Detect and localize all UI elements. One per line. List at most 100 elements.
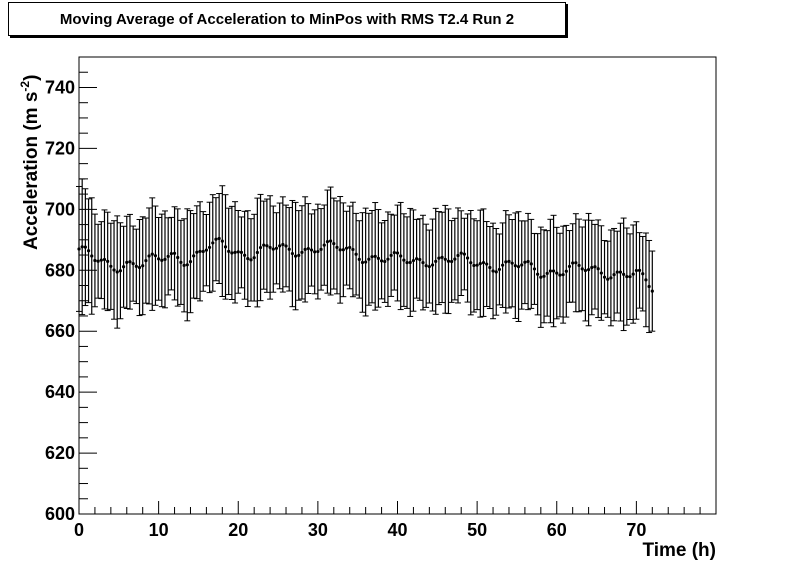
data-point [587, 268, 591, 272]
data-point [214, 237, 218, 241]
data-point [227, 249, 231, 253]
data-point [526, 259, 530, 264]
data-point [523, 260, 527, 264]
data-point [249, 258, 253, 262]
data-point [542, 274, 546, 278]
data-point [322, 243, 326, 247]
data-point [313, 250, 317, 254]
data-points [77, 236, 654, 293]
data-point [641, 272, 645, 276]
data-point [637, 268, 642, 272]
data-point [593, 265, 597, 269]
x-tick-label: 50 [467, 520, 487, 540]
error-bars [76, 178, 656, 334]
data-point [134, 264, 138, 268]
y-tick-label: 720 [45, 138, 75, 158]
data-point [418, 257, 422, 262]
data-point [520, 263, 524, 267]
data-point [211, 241, 215, 245]
data-point [599, 271, 603, 275]
data-point [99, 258, 103, 262]
data-point [207, 245, 212, 250]
data-point [80, 245, 84, 249]
data-point [504, 260, 508, 264]
data-point [102, 257, 107, 262]
data-point [252, 256, 256, 260]
data-point [536, 272, 540, 276]
data-point [411, 258, 416, 263]
data-point [268, 245, 272, 250]
data-point [357, 257, 361, 262]
data-point [150, 252, 154, 256]
y-tick-label: 600 [45, 504, 75, 524]
data-point [192, 254, 196, 258]
data-point [539, 275, 543, 279]
x-axis-label: Time (h) [642, 540, 716, 561]
data-point [532, 267, 537, 271]
data-point [303, 247, 307, 251]
data-point [516, 264, 521, 269]
data-point [529, 262, 533, 266]
data-point [443, 257, 447, 261]
data-point [236, 250, 240, 254]
y-axis-label: Acceleration (m s-2) [18, 75, 42, 250]
data-point [262, 243, 266, 247]
y-tick-labels: 600 620 640 660 680 700 720 740 [45, 77, 75, 524]
data-point [128, 260, 132, 264]
data-point [157, 257, 161, 261]
data-point [574, 261, 578, 265]
data-point [628, 275, 632, 279]
data-point [329, 239, 333, 243]
data-point [408, 260, 412, 265]
data-point [172, 251, 177, 255]
data-point [144, 259, 148, 263]
data-point [376, 256, 380, 260]
data-point [223, 245, 228, 249]
data-point [551, 269, 556, 273]
data-point [93, 258, 97, 263]
data-point [650, 289, 654, 293]
y-tick-label: 680 [45, 260, 75, 280]
data-point [606, 277, 610, 281]
data-point [577, 263, 581, 268]
data-point [284, 244, 288, 248]
data-point [446, 259, 451, 263]
data-point [647, 284, 651, 289]
data-point [564, 269, 568, 273]
data-point [348, 245, 352, 250]
data-point [195, 250, 199, 254]
data-point [166, 254, 170, 258]
data-point [169, 252, 173, 256]
data-point [281, 242, 285, 247]
data-point [596, 267, 600, 271]
data-point [354, 252, 358, 256]
data-point [571, 261, 575, 265]
data-point [491, 269, 495, 273]
data-point [316, 249, 320, 254]
data-point [456, 253, 460, 258]
data-point [618, 270, 623, 274]
data-point [488, 265, 492, 270]
data-point [373, 254, 377, 258]
data-point [389, 253, 393, 257]
data-point [300, 250, 304, 254]
data-point [338, 248, 342, 252]
data-point [513, 264, 517, 268]
data-point [341, 248, 345, 252]
data-point [109, 264, 113, 268]
data-point [319, 247, 323, 251]
data-point [402, 258, 406, 262]
data-point [644, 278, 648, 282]
data-point [293, 254, 298, 258]
data-point [634, 268, 638, 273]
data-point [255, 250, 259, 255]
x-tick-label: 10 [149, 520, 169, 540]
data-point [220, 239, 224, 243]
data-point [217, 236, 221, 241]
data-point [290, 251, 294, 256]
data-point [243, 253, 247, 257]
data-point [583, 268, 588, 273]
data-point [246, 257, 250, 261]
data-point [602, 275, 607, 279]
data-point [160, 258, 164, 262]
